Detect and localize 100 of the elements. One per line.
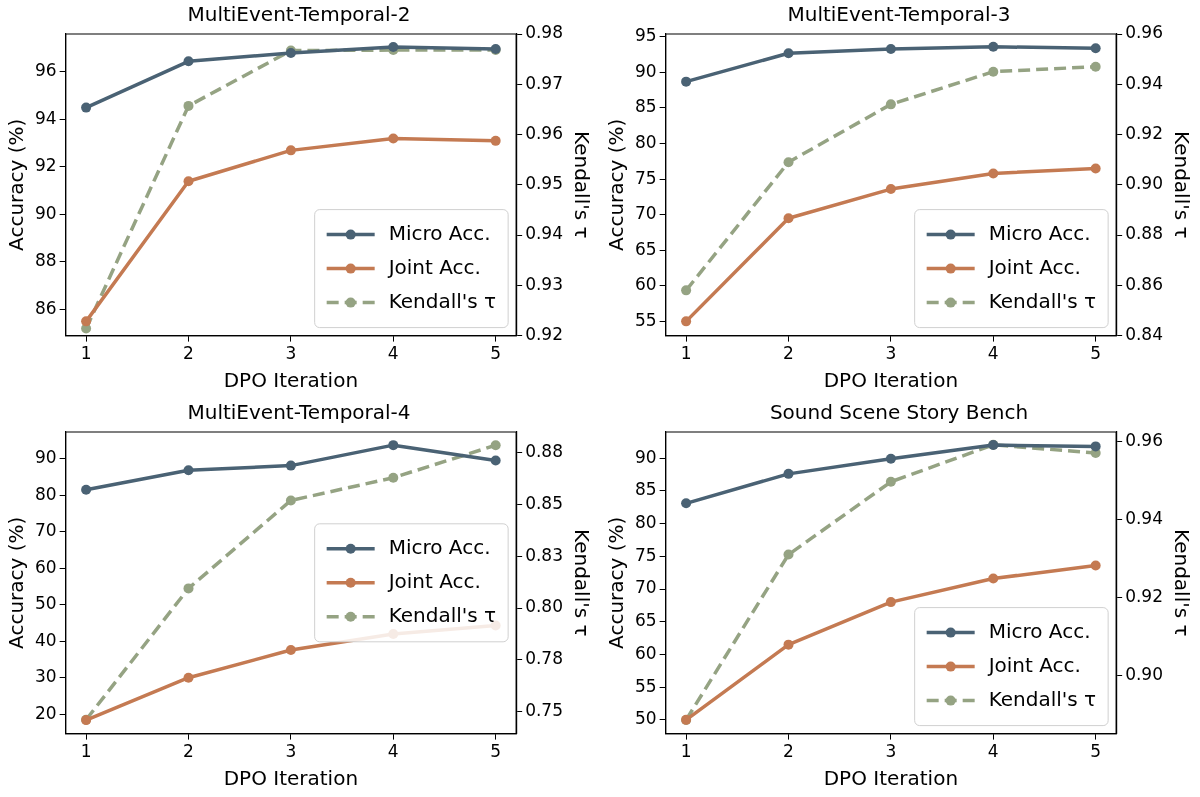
y2-tick-label: 0.92: [1125, 122, 1164, 143]
y-tick-label: 55: [634, 309, 657, 330]
y2-tick-label: 0.96: [525, 122, 564, 143]
x-tick-label: 3: [285, 741, 297, 762]
x-tick-label: 1: [80, 343, 92, 364]
y2-axis-title: Kendall's τ: [569, 131, 594, 239]
y2-tick-label: 0.78: [525, 648, 564, 669]
y2-tick-label: 0.94: [525, 223, 564, 244]
x-tick-label: 4: [987, 343, 999, 364]
x-axis-title: DPO Iteration: [823, 766, 959, 791]
y-tick-label: 96: [34, 60, 57, 81]
y2-tick-label: 0.96: [1125, 430, 1164, 451]
x-tick-label: 5: [490, 741, 502, 762]
y2-tick-label: 0.90: [1125, 173, 1164, 194]
y-tick-label: 50: [634, 708, 657, 729]
y-tick-label: 50: [34, 593, 57, 614]
y-tick-label: 65: [634, 610, 657, 631]
x-tick-label: 1: [80, 741, 92, 762]
y2-tick-label: 0.92: [525, 324, 564, 345]
y-axis-title: Accuracy (%): [604, 118, 629, 251]
x-tick-label: 3: [885, 741, 897, 762]
x-tick-label: 4: [987, 741, 999, 762]
y-tick-label: 80: [34, 483, 57, 504]
y2-tick-label: 0.93: [525, 273, 564, 294]
y2-tick-label: 0.90: [1125, 663, 1164, 684]
y2-tick-label: 0.83: [525, 544, 564, 565]
y-tick-label: 95: [634, 25, 657, 46]
y-tick-label: 60: [634, 642, 657, 663]
x-axis-title: DPO Iteration: [223, 766, 359, 791]
y-tick-label: 88: [34, 250, 57, 271]
y-tick-label: 55: [634, 675, 657, 696]
chart-title: Sound Scene Story Bench: [769, 400, 1029, 425]
y-axis-title: Accuracy (%): [604, 516, 629, 649]
legend-label: Micro Acc.: [988, 220, 1091, 245]
legend-label: Joint Acc.: [386, 569, 481, 593]
x-tick-label: 5: [490, 343, 502, 364]
legend-label: Joint Acc.: [386, 254, 481, 279]
legend-label: Kendall's τ: [988, 686, 1097, 711]
y-tick-label: 85: [634, 96, 657, 117]
x-axis-title: DPO Iteration: [823, 368, 959, 393]
y-tick-label: 60: [34, 556, 57, 577]
x-tick-label: 2: [783, 343, 794, 364]
y-axis-title: Accuracy (%): [4, 118, 29, 251]
y2-tick-label: 0.84: [1125, 324, 1164, 345]
legend-label: Joint Acc.: [986, 652, 1081, 677]
y2-tick-label: 0.94: [1125, 507, 1164, 528]
y2-axis-title: Kendall's τ: [1169, 131, 1194, 239]
y-tick-label: 75: [634, 167, 657, 188]
chart-title: MultiEvent-Temporal-3: [787, 2, 1011, 27]
x-tick-label: 5: [1090, 343, 1102, 364]
chart-title: MultiEvent-Temporal-4: [187, 400, 411, 425]
legend-label: Micro Acc.: [388, 535, 491, 559]
y-tick-label: 70: [634, 203, 657, 224]
y2-tick-label: 0.95: [525, 173, 564, 194]
y-tick-label: 90: [634, 60, 657, 81]
y-tick-label: 90: [634, 446, 657, 467]
y-tick-label: 90: [34, 447, 57, 468]
legend-label: Micro Acc.: [388, 220, 491, 245]
chart-title: MultiEvent-Temporal-2: [187, 2, 411, 27]
y-tick-label: 40: [34, 629, 57, 650]
y2-axis-title: Kendall's τ: [569, 529, 594, 637]
x-tick-label: 2: [183, 343, 194, 364]
x-tick-label: 3: [885, 343, 897, 364]
x-tick-label: 1: [680, 343, 692, 364]
x-tick-label: 3: [285, 343, 297, 364]
y2-tick-label: 0.75: [525, 699, 564, 720]
x-tick-label: 4: [387, 343, 399, 364]
y-tick-label: 85: [634, 479, 657, 500]
y2-tick-label: 0.85: [525, 493, 564, 514]
y-tick-label: 94: [34, 107, 57, 128]
x-tick-label: 4: [387, 741, 399, 762]
y-tick-label: 90: [34, 202, 57, 223]
y-tick-label: 75: [634, 544, 657, 565]
x-tick-label: 2: [783, 741, 794, 762]
y2-tick-label: 0.97: [525, 72, 564, 93]
y2-tick-label: 0.80: [525, 596, 564, 617]
y-axis-title: Accuracy (%): [4, 516, 29, 649]
y2-axis-title: Kendall's τ: [1169, 529, 1194, 637]
y-tick-label: 80: [634, 512, 657, 533]
y2-tick-label: 0.94: [1125, 72, 1164, 93]
y2-tick-label: 0.88: [525, 441, 564, 462]
x-tick-label: 5: [1090, 741, 1102, 762]
y-tick-label: 86: [34, 297, 57, 318]
y2-tick-label: 0.86: [1125, 273, 1164, 294]
x-axis-title: DPO Iteration: [223, 368, 359, 393]
y2-tick-label: 0.96: [1125, 22, 1164, 43]
x-tick-label: 1: [680, 741, 692, 762]
y2-tick-label: 0.98: [525, 22, 564, 43]
x-tick-label: 2: [183, 741, 194, 762]
y2-tick-label: 0.92: [1125, 585, 1164, 606]
y2-tick-label: 0.88: [1125, 223, 1164, 244]
legend-label: Kendall's τ: [988, 288, 1097, 313]
legend-label: Micro Acc.: [988, 618, 1091, 643]
y-tick-label: 70: [34, 520, 57, 541]
y-tick-label: 20: [34, 702, 57, 723]
y-tick-label: 30: [34, 666, 57, 687]
legend-label: Joint Acc.: [986, 254, 1081, 279]
y-tick-label: 60: [634, 274, 657, 295]
y-tick-label: 80: [634, 131, 657, 152]
y-tick-label: 92: [34, 155, 57, 176]
